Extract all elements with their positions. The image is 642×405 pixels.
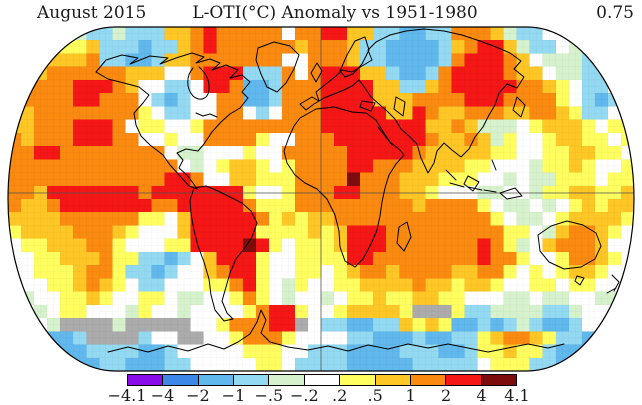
colorbar-segment: [374, 375, 410, 385]
coastline-tasmania: [574, 275, 585, 286]
coastline-new-zealand: [606, 274, 620, 294]
colorbar-segment: [197, 375, 234, 385]
colorbar-segment: [128, 375, 163, 385]
coastline-eurasia: [299, 28, 525, 174]
colorbar-segment: [480, 375, 516, 385]
colorbar-segment: [162, 375, 198, 385]
colorbar-tick-label: −1: [221, 386, 246, 405]
colorbar-tick-label: 4: [476, 386, 487, 405]
colorbar-tick-label: −4: [150, 386, 175, 405]
coastline-australia: [537, 220, 602, 270]
colorbar-segment: [409, 375, 446, 385]
coastline-borneo: [463, 175, 480, 192]
colorbar-tick-label: −2: [186, 386, 210, 405]
colorbar-tick-label: 1: [405, 386, 416, 405]
colorbar-segment: [339, 375, 375, 385]
coastline-africa: [283, 106, 405, 268]
colorbar-tick-label: .2: [332, 386, 348, 405]
coastline-greenland: [255, 41, 300, 93]
colorbar-segment: [268, 375, 304, 385]
coastline-britain: [310, 62, 323, 83]
page-title: L-OTI(°C) Anomaly vs 1951-1980: [192, 3, 478, 23]
date-label: August 2015: [37, 3, 147, 23]
colorbar-tick-label: .5: [367, 386, 383, 405]
coastline-antarctica: [107, 309, 565, 353]
coastline-red-sea: [377, 126, 393, 146]
colorbar-segment: [445, 375, 481, 385]
map-outline: [7, 26, 635, 372]
coastline-new-guinea: [499, 187, 523, 200]
colorbar-tick-label: −4.1: [107, 386, 147, 405]
colorbar-segment: [303, 375, 340, 385]
coastline-south-america: [189, 185, 258, 322]
coastline-black-sea: [359, 100, 376, 112]
colorbar-tick-label: 4.1: [504, 386, 530, 405]
coastline-great-lakes: [195, 112, 218, 118]
colorbar-tick-label: −.2: [289, 386, 319, 405]
colorbar-segment: [233, 375, 269, 385]
colorbar-tick-label: 2: [441, 386, 452, 405]
colorbar-tick-label: −.5: [254, 386, 284, 405]
coastline-japan: [512, 96, 526, 118]
coastline-north-america: [95, 52, 251, 190]
coastline-scandinavia: [339, 36, 370, 78]
coastlines: [95, 28, 620, 353]
global-mean-value: 0.75: [596, 3, 634, 23]
coastline-caspian-sea: [393, 96, 406, 117]
coastline-hudson-bay: [187, 66, 210, 100]
coastline-madagascar: [396, 221, 412, 252]
colorbar: [127, 374, 517, 386]
